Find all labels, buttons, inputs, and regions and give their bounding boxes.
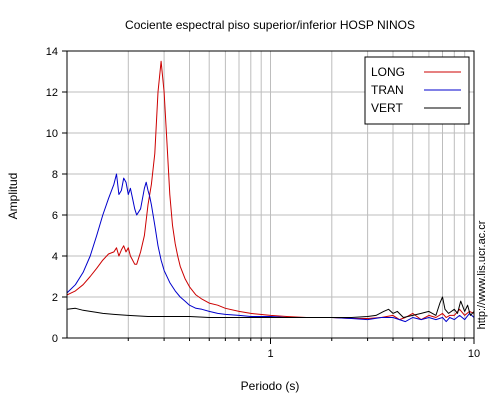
- ticks: 0 2 4 6 8 10 12 14 1 10: [46, 46, 480, 360]
- chart-title: Cociente espectral piso superior/inferio…: [125, 18, 415, 32]
- legend: LONG TRAN VERT: [364, 56, 470, 125]
- legend-label-vert: VERT: [371, 101, 403, 115]
- y-tick-label: 10: [46, 128, 58, 140]
- y-tick-label: 4: [52, 251, 58, 263]
- y-tick-label: 14: [46, 46, 58, 58]
- x-tick-label: 1: [267, 348, 273, 360]
- x-axis-label: Periodo (s): [241, 379, 300, 393]
- series-group: [66, 60, 475, 323]
- legend-label-long: LONG: [371, 65, 405, 79]
- series-line-vert: [66, 296, 475, 318]
- y-tick-label: 2: [52, 292, 58, 304]
- x-tick-label: 10: [468, 348, 480, 360]
- y-tick-label: 0: [52, 333, 58, 345]
- legend-label-tran: TRAN: [371, 83, 404, 97]
- side-url-text: http://www.lis.ucr.ac.cr: [476, 220, 488, 329]
- series-line-tran: [66, 173, 475, 323]
- y-axis-label: Amplitud: [6, 173, 20, 220]
- y-tick-label: 8: [52, 169, 58, 181]
- y-tick-label: 6: [52, 210, 58, 222]
- y-tick-label: 12: [46, 87, 58, 99]
- series-line-long: [66, 60, 475, 321]
